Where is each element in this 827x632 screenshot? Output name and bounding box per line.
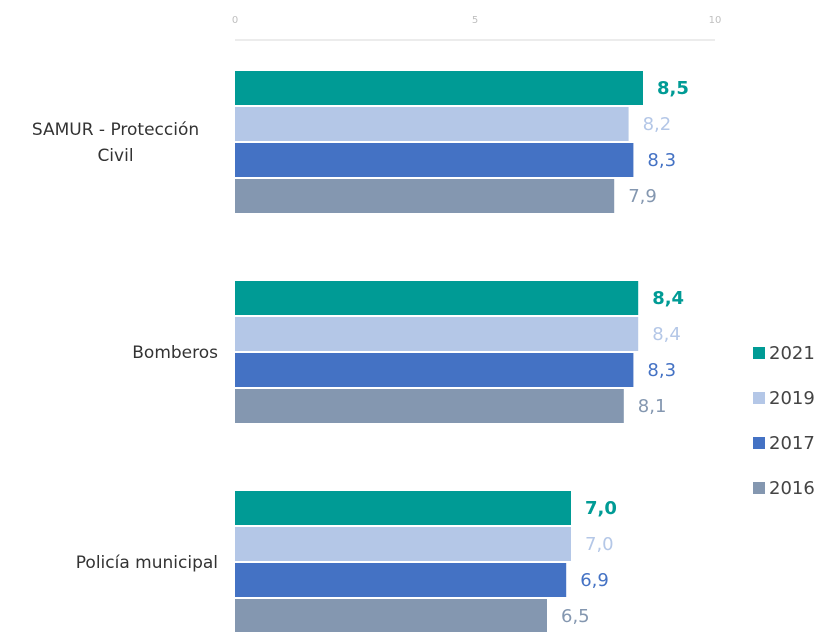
value-label: 6,5 [561, 606, 590, 627]
bar [235, 527, 571, 561]
value-label: 7,0 [585, 498, 617, 519]
bar [235, 491, 571, 525]
legend-label: 2021 [769, 343, 815, 364]
bar [235, 143, 634, 177]
category-text: Bomberos [132, 343, 218, 363]
bar [235, 389, 624, 423]
bar [235, 179, 615, 213]
value-label: 8,1 [638, 396, 667, 417]
bar [235, 599, 547, 632]
value-label: 8,3 [647, 360, 676, 381]
legend-swatch [753, 347, 765, 359]
bar [235, 71, 643, 105]
bar [235, 563, 567, 597]
category-label: Bomberos [0, 340, 218, 366]
legend-label: 2017 [769, 433, 815, 454]
value-label: 8,3 [647, 150, 676, 171]
x-tick-label: 10 [709, 15, 722, 26]
bar [235, 353, 634, 387]
bar [235, 317, 639, 351]
bar [235, 281, 639, 315]
x-tick-label: 5 [472, 15, 478, 26]
value-label: 8,4 [652, 288, 684, 309]
value-label: 8,2 [643, 114, 672, 135]
value-label: 8,4 [652, 324, 681, 345]
legend-swatch [753, 392, 765, 404]
value-label: 7,0 [585, 534, 614, 555]
legend-label: 2019 [769, 388, 815, 409]
category-label: SAMUR - Protección Civil [0, 117, 218, 169]
bar [235, 107, 629, 141]
legend-swatch [753, 482, 765, 494]
category-text: Policía municipal [75, 553, 218, 573]
x-tick-label: 0 [232, 15, 238, 26]
category-label: Policía municipal [0, 550, 218, 576]
value-label: 6,9 [580, 570, 609, 591]
value-label: 7,9 [628, 186, 657, 207]
value-label: 8,5 [657, 78, 689, 99]
legend-swatch [753, 437, 765, 449]
category-text: SAMUR - Protección Civil [31, 120, 200, 166]
legend-label: 2016 [769, 478, 815, 499]
